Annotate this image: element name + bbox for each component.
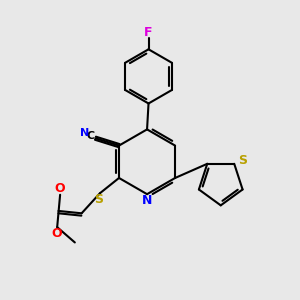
Text: O: O	[55, 182, 65, 195]
Text: O: O	[52, 227, 62, 240]
Text: N: N	[80, 128, 89, 138]
Text: S: S	[238, 154, 247, 167]
Text: N: N	[142, 194, 152, 207]
Text: F: F	[144, 26, 153, 39]
Text: C: C	[86, 131, 94, 141]
Text: S: S	[94, 193, 103, 206]
